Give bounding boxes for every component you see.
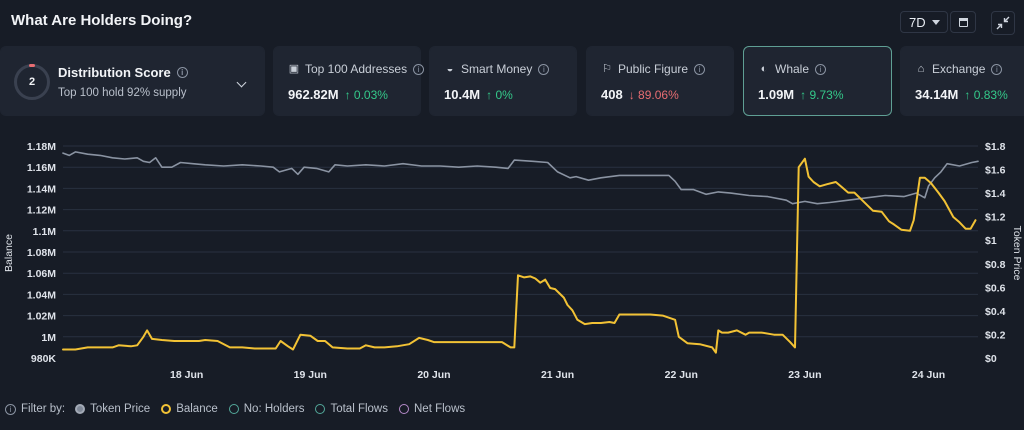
left-axis-label: Balance (3, 234, 15, 272)
balance-line (62, 157, 977, 354)
card-value: 1.09M (758, 87, 795, 102)
info-icon[interactable]: i (991, 63, 1003, 75)
radio-icon (399, 404, 409, 414)
page-title: What Are Holders Doing? (11, 12, 193, 29)
info-icon[interactable]: i (413, 63, 425, 75)
x-axis: 18 Jun 19 Jun 20 Jun 21 Jun 22 Jun 23 Jun 24 J… (170, 369, 945, 381)
left-tick-label: 1.12M (27, 205, 56, 217)
x-tick-label: 20 Jun (417, 369, 450, 381)
card-value: 962.82M (288, 87, 339, 102)
card-change: ↑ 9.73% (800, 88, 844, 102)
card-label: Top 100 Addresses (305, 62, 408, 76)
right-axis: $0 $0.2 $0.4 $0.6 $0.8 $1 $1.2 $1.4 $1.6 $1.8 (985, 141, 1006, 365)
right-tick-label: $1.6 (985, 165, 1006, 177)
chart-grid (63, 145, 978, 338)
card-label: Smart Money (461, 62, 533, 76)
legend-balance[interactable]: Balance (161, 403, 218, 415)
radio-icon (75, 404, 86, 414)
info-icon[interactable]: i (538, 63, 550, 75)
card-change: ↑ 0% (486, 88, 513, 102)
card-value: 34.14M (915, 87, 959, 102)
card-change: ↑ 0.03% (344, 88, 388, 102)
right-tick-label: $0.4 (985, 306, 1006, 318)
chevron-down-icon (932, 20, 940, 25)
chart-legend: i Filter by: Token Price Balance No: Hold… (5, 402, 476, 416)
card-label: Exchange (932, 62, 986, 76)
left-tick-label: 1.16M (27, 162, 56, 174)
legend-net-flows[interactable]: Net Flows (399, 403, 465, 415)
distribution-subtitle: Top 100 hold 92% supply (58, 87, 187, 99)
holders-chart[interactable]: 980K 1M 1.02M 1.04M 1.06M 1.08M 1.1M 1.12M 1.14M… (0, 128, 1024, 388)
card-public-figure[interactable]: ⚐ Public Figure i 408 ↓ 89.06% (586, 46, 734, 116)
info-icon[interactable]: i (176, 67, 188, 78)
whale-icon: ◐ (760, 63, 768, 75)
radio-icon (161, 404, 172, 414)
x-tick-label: 23 Jun (788, 369, 821, 381)
left-tick-label: 1.1M (33, 226, 57, 238)
wallet-icon: ▣ (288, 63, 300, 75)
filter-label: i Filter by: (5, 403, 65, 415)
card-exchange[interactable]: ⌂ Exchange i 34.14M ↑ 0.83% (900, 46, 1024, 116)
left-tick-label: 1.18M (27, 141, 56, 153)
info-icon[interactable]: i (694, 63, 706, 75)
period-selector[interactable]: 7D (900, 11, 948, 33)
card-label: Whale (775, 62, 810, 76)
left-tick-label: 1.14M (27, 183, 56, 195)
legend-total-flows[interactable]: Total Flows (315, 403, 388, 415)
left-tick-label: 980K (31, 353, 57, 365)
header: What Are Holders Doing? 7D (0, 0, 1024, 44)
distribution-score-card[interactable]: 2 Distribution Score i Top 100 hold 92% s… (0, 46, 265, 116)
info-icon[interactable]: i (815, 63, 827, 75)
radio-icon (228, 404, 239, 414)
right-axis-label: Token Price (1011, 226, 1023, 281)
right-tick-label: $0.6 (985, 282, 1006, 294)
left-axis: 980K 1M 1.02M 1.04M 1.06M 1.08M 1.1M 1.12M 1.14M… (27, 141, 57, 365)
distribution-title: Distribution Score i (58, 65, 188, 80)
right-tick-label: $1 (985, 235, 997, 247)
right-tick-label: $0.8 (985, 259, 1006, 271)
calendar-icon (958, 17, 968, 27)
card-top-100-addresses[interactable]: ▣ Top 100 Addresses i 962.82M ↑ 0.03% (273, 46, 425, 116)
legend-token-price[interactable]: Token Price (75, 403, 150, 415)
chart-lines (62, 151, 979, 354)
x-tick-label: 21 Jun (541, 369, 574, 381)
right-tick-label: $0 (985, 353, 997, 365)
card-value: 10.4M (444, 87, 481, 102)
card-change: ↑ 0.83% (964, 88, 1008, 102)
radio-icon (315, 404, 326, 414)
card-value: 408 (601, 87, 623, 102)
right-tick-label: $1.8 (985, 141, 1006, 153)
right-tick-label: $1.4 (985, 188, 1006, 200)
bank-icon: ⌂ (917, 63, 925, 75)
score-ring: 2 (14, 64, 50, 100)
left-tick-label: 1M (41, 332, 56, 344)
collapse-button[interactable] (991, 11, 1015, 35)
right-tick-label: $1.2 (985, 212, 1006, 224)
megaphone-icon: ⚐ (602, 63, 612, 75)
token-price-line (62, 151, 979, 205)
legend-holders[interactable]: No: Holders (228, 403, 304, 415)
calendar-button[interactable] (950, 11, 976, 33)
holder-cards: 2 Distribution Score i Top 100 hold 92% s… (0, 46, 1024, 118)
x-tick-label: 24 Jun (912, 369, 945, 381)
card-change: ↓ 89.06% (628, 88, 679, 102)
left-tick-label: 1.02M (27, 311, 56, 323)
x-tick-label: 19 Jun (294, 369, 327, 381)
card-whale[interactable]: ◐ Whale i 1.09M ↑ 9.73% (743, 46, 892, 116)
score-value: 2 (28, 76, 36, 88)
info-icon[interactable]: i (5, 403, 16, 415)
chevron-down-icon[interactable] (236, 77, 247, 88)
left-tick-label: 1.08M (27, 247, 56, 259)
right-tick-label: $0.2 (985, 329, 1006, 341)
card-label: Public Figure (618, 62, 689, 76)
brain-icon: ◒ (446, 63, 454, 75)
x-tick-label: 18 Jun (170, 369, 203, 381)
period-value: 7D (909, 14, 926, 30)
x-tick-label: 22 Jun (665, 369, 698, 381)
card-smart-money[interactable]: ◒ Smart Money i 10.4M ↑ 0% (429, 46, 577, 116)
shrink-icon (996, 16, 1010, 30)
left-tick-label: 1.06M (27, 268, 56, 280)
left-tick-label: 1.04M (27, 289, 56, 301)
